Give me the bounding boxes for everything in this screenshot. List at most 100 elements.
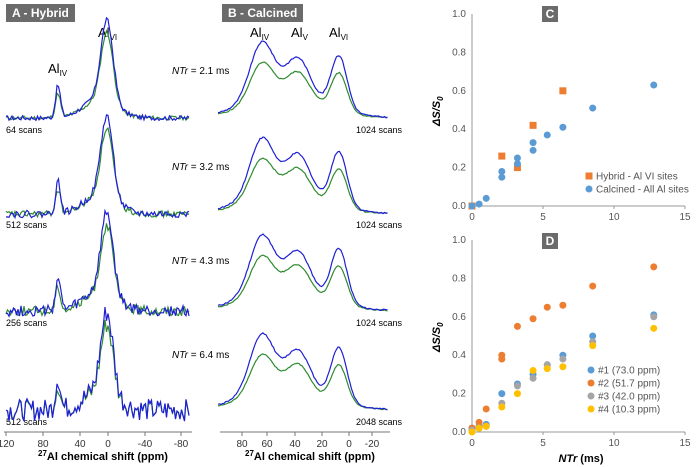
xlabel-1: NTr (ms) xyxy=(559,453,604,465)
panel-d-letter: D xyxy=(542,233,558,249)
point-1-3-3 xyxy=(498,403,506,411)
tick-label-b-3: 20 xyxy=(316,439,328,450)
xlabel-b: 27Al chemical shift (ppm) xyxy=(245,449,375,463)
xtick-0-2: 10 xyxy=(608,212,620,223)
point-0-1-6 xyxy=(513,154,521,162)
spectrum-b-blue-3 xyxy=(217,332,388,411)
tick-label-a-2: 40 xyxy=(74,439,86,450)
peak-label-b-v: AlV xyxy=(291,25,309,42)
chart-d: 0.0 0.2 0.4 0.6 0.8 1.0 0 5 10 15 ΔS/S0 NTr (ms) #1 … xyxy=(431,235,691,465)
peak-label-a-iv: AlIV xyxy=(48,61,68,78)
point-0-1-3 xyxy=(498,173,506,181)
tick-label-a-5: -80 xyxy=(174,439,189,450)
spectrum-b-blue-1 xyxy=(217,136,388,215)
tick-label-a-1: 80 xyxy=(37,439,49,450)
ytick-0-3: 0.6 xyxy=(452,86,466,97)
ytick-1-5: 1.0 xyxy=(452,235,466,246)
point-1-0-8 xyxy=(589,332,597,340)
spectrum-b-green-3 xyxy=(217,353,388,411)
point-1-2-4 xyxy=(513,382,521,390)
point-0-1-7 xyxy=(529,146,537,154)
point-0-1-11 xyxy=(589,104,597,112)
tick-label-b-4: 0 xyxy=(346,439,352,450)
point-1-1-2 xyxy=(482,405,490,413)
scans-a-4: 512 scans xyxy=(6,417,48,427)
ytick-1-4: 0.8 xyxy=(452,273,466,284)
tick-label-b-1: 60 xyxy=(261,439,273,450)
ytick-1-1: 0.2 xyxy=(452,389,466,400)
point-1-3-4 xyxy=(513,390,521,398)
xtick-1-0: 0 xyxy=(469,438,475,449)
ylabel-1: ΔS/S0 xyxy=(431,322,445,353)
point-0-1-8 xyxy=(529,139,537,147)
ylabel-0: ΔS/S0 xyxy=(431,96,445,127)
ytick-0-0: 0.0 xyxy=(452,201,466,212)
ntr-label-4: NTr = 6.4 ms xyxy=(172,350,229,361)
panel-b-title: B - Calcined xyxy=(222,4,304,22)
point-1-1-5 xyxy=(513,322,521,330)
spectra-traces xyxy=(5,16,388,422)
point-1-1-1 xyxy=(475,418,483,426)
point-1-3-1 xyxy=(475,424,483,432)
ytick-1-0: 0.0 xyxy=(452,427,466,438)
point-1-3-0 xyxy=(468,428,476,436)
spectrum-a-blue-2 xyxy=(5,208,190,318)
legend-label-1-0: #1 (73.0 ppm) xyxy=(598,366,660,377)
ytick-0-2: 0.4 xyxy=(452,124,466,135)
peak-label-a-vi: AlVI xyxy=(98,25,117,42)
point-1-1-8 xyxy=(559,301,567,309)
point-1-1-4 xyxy=(498,351,506,359)
legend-marker-1-3 xyxy=(587,405,595,413)
point-1-3-5 xyxy=(529,367,537,375)
spectrum-b-blue-2 xyxy=(217,233,388,311)
point-1-3-8 xyxy=(589,342,597,350)
scans-b-2: 1024 scans xyxy=(356,220,403,230)
panel-c-letter: C xyxy=(542,6,558,22)
point-0-0-4 xyxy=(559,87,567,95)
ytick-1-3: 0.6 xyxy=(452,312,466,323)
spectrum-a-green-2 xyxy=(5,223,190,317)
scans-b-4: 2048 scans xyxy=(356,417,403,427)
scans-b-3: 1024 scans xyxy=(356,318,403,328)
xtick-1-1: 5 xyxy=(540,438,546,449)
scans-a-1: 64 scans xyxy=(6,125,43,135)
legend-marker-1-0 xyxy=(587,366,595,374)
point-1-1-10 xyxy=(650,263,658,271)
legend-label-1-3: #4 (10.3 ppm) xyxy=(598,405,660,416)
peak-label-b-vi: AlVI xyxy=(329,25,348,42)
ytick-0-4: 0.8 xyxy=(452,47,466,58)
tick-label-a-3: 0 xyxy=(105,439,111,450)
scans-b-1: 1024 scans xyxy=(356,125,403,135)
tick-label-b-2: 40 xyxy=(289,439,301,450)
xlabel-a: 27Al chemical shift (ppm) xyxy=(38,449,168,463)
spectrum-a-blue-3 xyxy=(5,307,190,422)
xtick-1-2: 10 xyxy=(608,438,620,449)
ntr-label-2: NTr = 3.2 ms xyxy=(172,162,229,173)
point-0-0-2 xyxy=(513,164,521,172)
spectrum-a-blue-1 xyxy=(5,114,190,220)
point-1-0-3 xyxy=(498,390,506,398)
scans-a-2: 512 scans xyxy=(6,220,48,230)
legend-marker-0-0 xyxy=(585,172,593,180)
xtick-0-3: 15 xyxy=(679,212,691,223)
point-1-2-7 xyxy=(559,355,567,363)
point-1-3-2 xyxy=(482,422,490,430)
spectrum-b-blue-0 xyxy=(217,40,388,119)
scans-a-3: 256 scans xyxy=(6,318,48,328)
point-0-0-1 xyxy=(498,152,506,160)
point-0-1-1 xyxy=(475,200,483,208)
point-0-1-9 xyxy=(543,131,551,139)
spectrum-a-blue-0 xyxy=(5,16,190,122)
tick-label-b-5: -20 xyxy=(365,439,380,450)
xtick-0-0: 0 xyxy=(469,212,475,223)
tick-label-b-0: 80 xyxy=(236,439,248,450)
legend-marker-1-2 xyxy=(587,392,595,400)
legend-marker-1-1 xyxy=(587,379,595,387)
ntr-label-3: NTr = 4.3 ms xyxy=(172,256,229,267)
point-0-1-0 xyxy=(468,202,476,210)
point-1-3-6 xyxy=(543,365,551,373)
panel-a-title: A - Hybrid xyxy=(6,4,75,22)
legend-label-1-2: #3 (42.0 ppm) xyxy=(598,392,660,403)
point-0-1-5 xyxy=(513,160,521,168)
spectrum-b-green-2 xyxy=(217,254,388,312)
